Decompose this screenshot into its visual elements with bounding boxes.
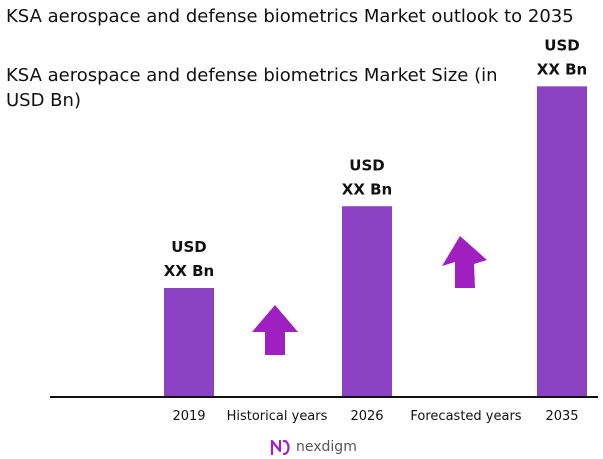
chart-title: KSA aerospace and defense biometrics Mar… <box>6 6 574 27</box>
growth-arrows <box>252 236 487 355</box>
bar-2026 <box>342 206 392 397</box>
bars-layer <box>164 86 587 397</box>
forecasted-years-label: Forecasted years <box>410 409 521 424</box>
logo-text: nexdigm <box>296 439 357 455</box>
value-label-2035-line-2: XX Bn <box>537 60 587 78</box>
nexdigm-logo-icon <box>270 439 290 456</box>
value-label-2026-line-2: XX Bn <box>342 180 392 198</box>
forecast-growth-arrow-icon <box>442 236 487 288</box>
x-tick-label-2019: 2019 <box>172 409 205 424</box>
value-label-2019-line-1: USD <box>171 238 206 256</box>
labels-layer: USD XX Bn 2019 USD XX Bn 2026 USD XX Bn 2035 Hist… <box>164 36 587 424</box>
historical-growth-arrow-icon <box>252 305 298 355</box>
historical-years-label: Historical years <box>227 409 328 424</box>
x-tick-label-2035: 2035 <box>545 409 578 424</box>
bar-2019 <box>164 288 214 397</box>
bar-2035 <box>537 86 587 397</box>
value-label-2026-line-1: USD <box>349 156 384 174</box>
x-tick-label-2026: 2026 <box>350 409 383 424</box>
value-label-2035-line-1: USD <box>544 36 579 54</box>
nexdigm-logo: nexdigm <box>270 438 357 456</box>
value-label-2019-line-2: XX Bn <box>164 262 214 280</box>
chart-subtitle: KSA aerospace and defense biometrics Mar… <box>6 65 498 111</box>
